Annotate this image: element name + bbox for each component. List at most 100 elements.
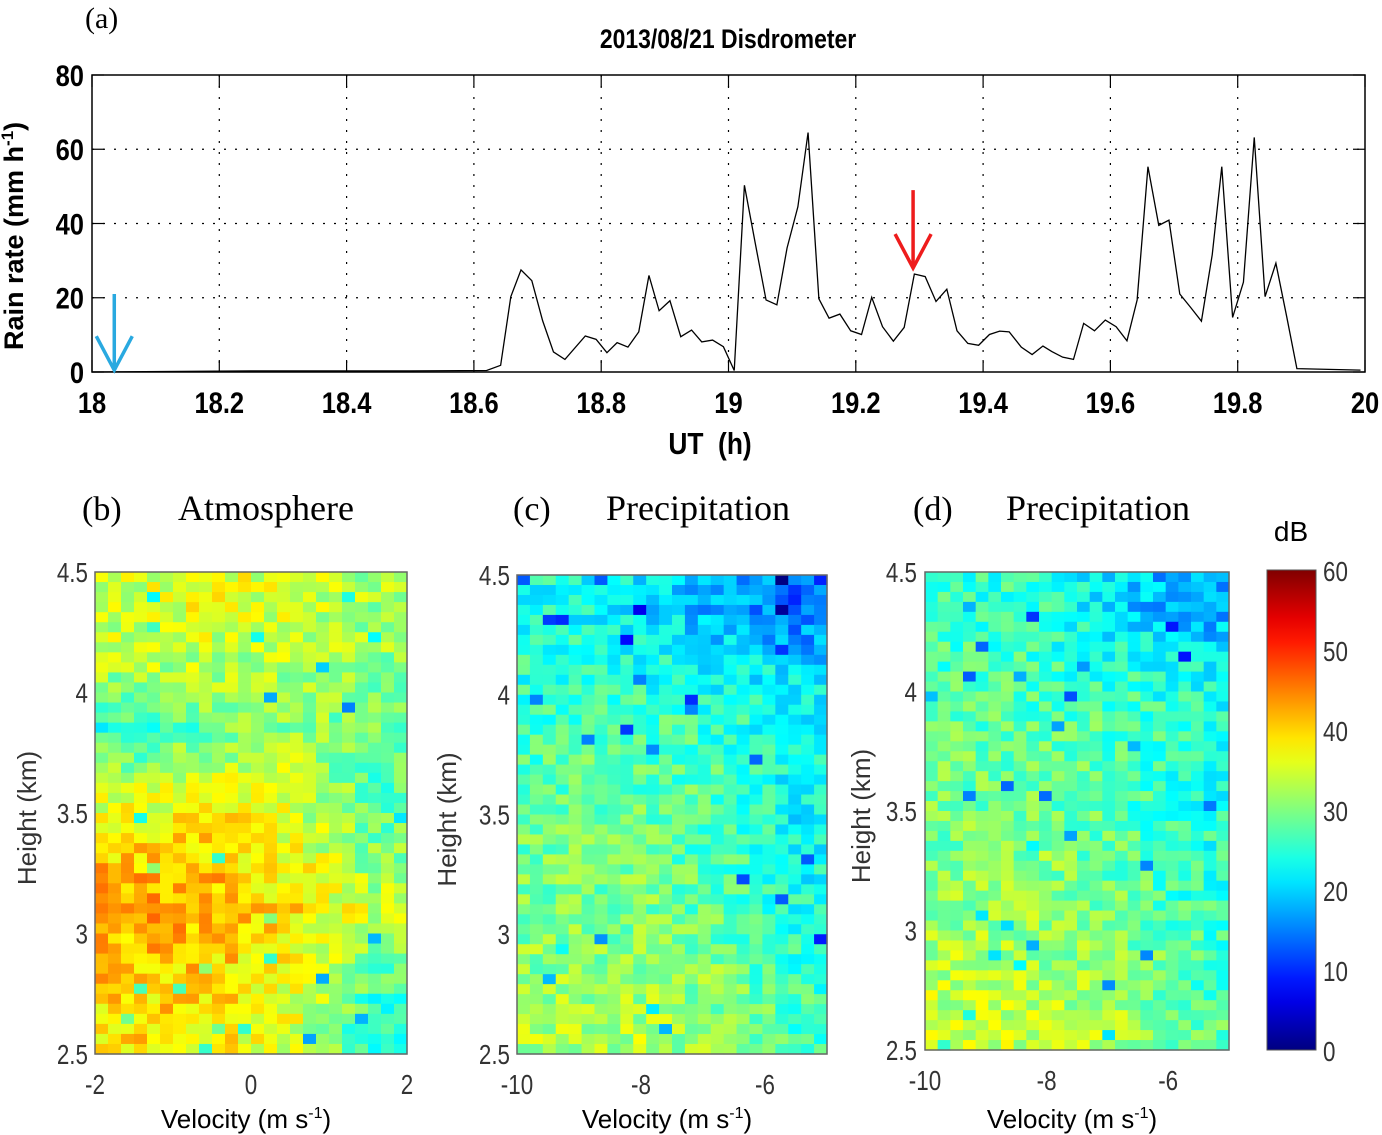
heatmap-cell [147,883,161,894]
heatmap-cell [529,734,544,746]
x-tick-label: 19.6 [1086,386,1136,419]
heatmap-cell [659,714,673,726]
heatmap-cell [775,964,789,975]
heatmap-cell [950,691,964,703]
heatmap-cell [925,611,939,623]
heatmap-cell [633,834,647,846]
heatmap-cell [555,894,570,905]
heatmap-cell [529,884,544,895]
heatmap-cell [121,1043,135,1055]
heatmap-cell [723,644,738,656]
heatmap-cell [1039,621,1053,633]
heatmap-cell [684,1044,699,1055]
heatmap-cell [697,904,712,915]
heatmap-cell [1013,960,1027,971]
heatmap-cell [1026,920,1040,932]
heatmap-cell [342,943,356,955]
heatmap-cell [134,973,148,985]
heatmap-cell [1039,751,1053,762]
heatmap-cell [581,584,596,596]
heatmap-cell [963,870,977,882]
heatmap-cell [173,1013,187,1025]
heatmap-cell [225,863,239,874]
heatmap-cell [199,752,213,764]
heatmap-cell [199,883,213,894]
heatmap-cell [1153,771,1167,782]
heatmap-cell [1216,930,1230,942]
heatmap-cell [607,944,621,955]
heatmap-cell [1001,950,1015,961]
heatmap-cell [1051,711,1065,722]
heatmap-cell [775,804,789,816]
heatmap-cell [762,1044,776,1055]
x-tick-label: -10 [501,1070,533,1101]
heatmap-cell [1165,751,1179,762]
heatmap-cell [963,920,977,932]
heatmap-cell [238,873,252,884]
heatmap-cell [646,1044,660,1055]
heatmap-cell [581,674,596,686]
heatmap-cell [186,1043,200,1055]
heatmap-cell [555,844,570,856]
heatmap-cell [1039,950,1053,961]
heatmap-cell [147,632,161,643]
heatmap-cell [1191,870,1205,882]
heatmap-cell [710,744,725,756]
heatmap-cell [749,704,764,716]
heatmap-cell [173,833,187,844]
heatmap-cell [736,914,751,925]
heatmap-cell [108,1013,122,1025]
heatmap-cell [394,732,408,744]
heatmap-cell [594,934,609,945]
heatmap-cell [355,702,369,714]
heatmap-cell [749,1014,764,1025]
heatmap-cell [251,572,265,583]
heatmap-cell [199,1043,213,1055]
heatmap-cell [646,575,660,586]
heatmap-cell [594,594,609,606]
heatmap-cell [264,572,278,583]
heatmap-cell [277,1013,291,1025]
heatmap-cell [95,682,109,694]
heatmap-cell [659,724,673,736]
heatmap-cell [937,601,951,613]
heatmap-cell [95,722,109,734]
heatmap-cell [1140,611,1154,623]
heatmap-cell [1191,591,1205,603]
heatmap-cell [736,734,751,746]
heatmap-cell [672,874,686,885]
heatmap-cell [1102,940,1116,952]
heatmap-cell [264,943,278,955]
heatmap-cell [199,762,213,774]
heatmap-cell [342,1033,356,1045]
heatmap-cell [925,840,939,852]
heatmap-cell [1127,940,1141,952]
heatmap-cell [1039,761,1053,772]
heatmap-cell [988,781,1002,792]
heatmap-cell [672,804,686,816]
heatmap-cell [329,792,343,804]
heatmap-cell [1089,621,1103,633]
heatmap-cell [290,782,304,794]
heatmap-cell [108,772,122,784]
heatmap-cell [581,614,596,626]
heatmap-cell [1165,581,1179,593]
heatmap-cell [1140,930,1154,942]
heatmap-cell [517,614,531,626]
heatmap-cell [1013,1040,1027,1051]
heatmap-cell [1178,681,1192,693]
heatmap-cell [620,964,634,975]
heatmap-cell [394,883,408,894]
heatmap-cell [303,963,317,975]
heatmap-cell [225,883,239,894]
heatmap-cell [988,731,1002,742]
heatmap-cell [762,714,776,726]
heatmap-cell [212,632,226,643]
heatmap-cell [620,654,634,666]
heatmap-cell [762,764,776,776]
heatmap-cell [212,1003,226,1015]
heatmap-cell [264,692,278,704]
heatmap-cell [963,890,977,902]
heatmap-cell [814,694,828,706]
heatmap-cell [529,614,544,626]
